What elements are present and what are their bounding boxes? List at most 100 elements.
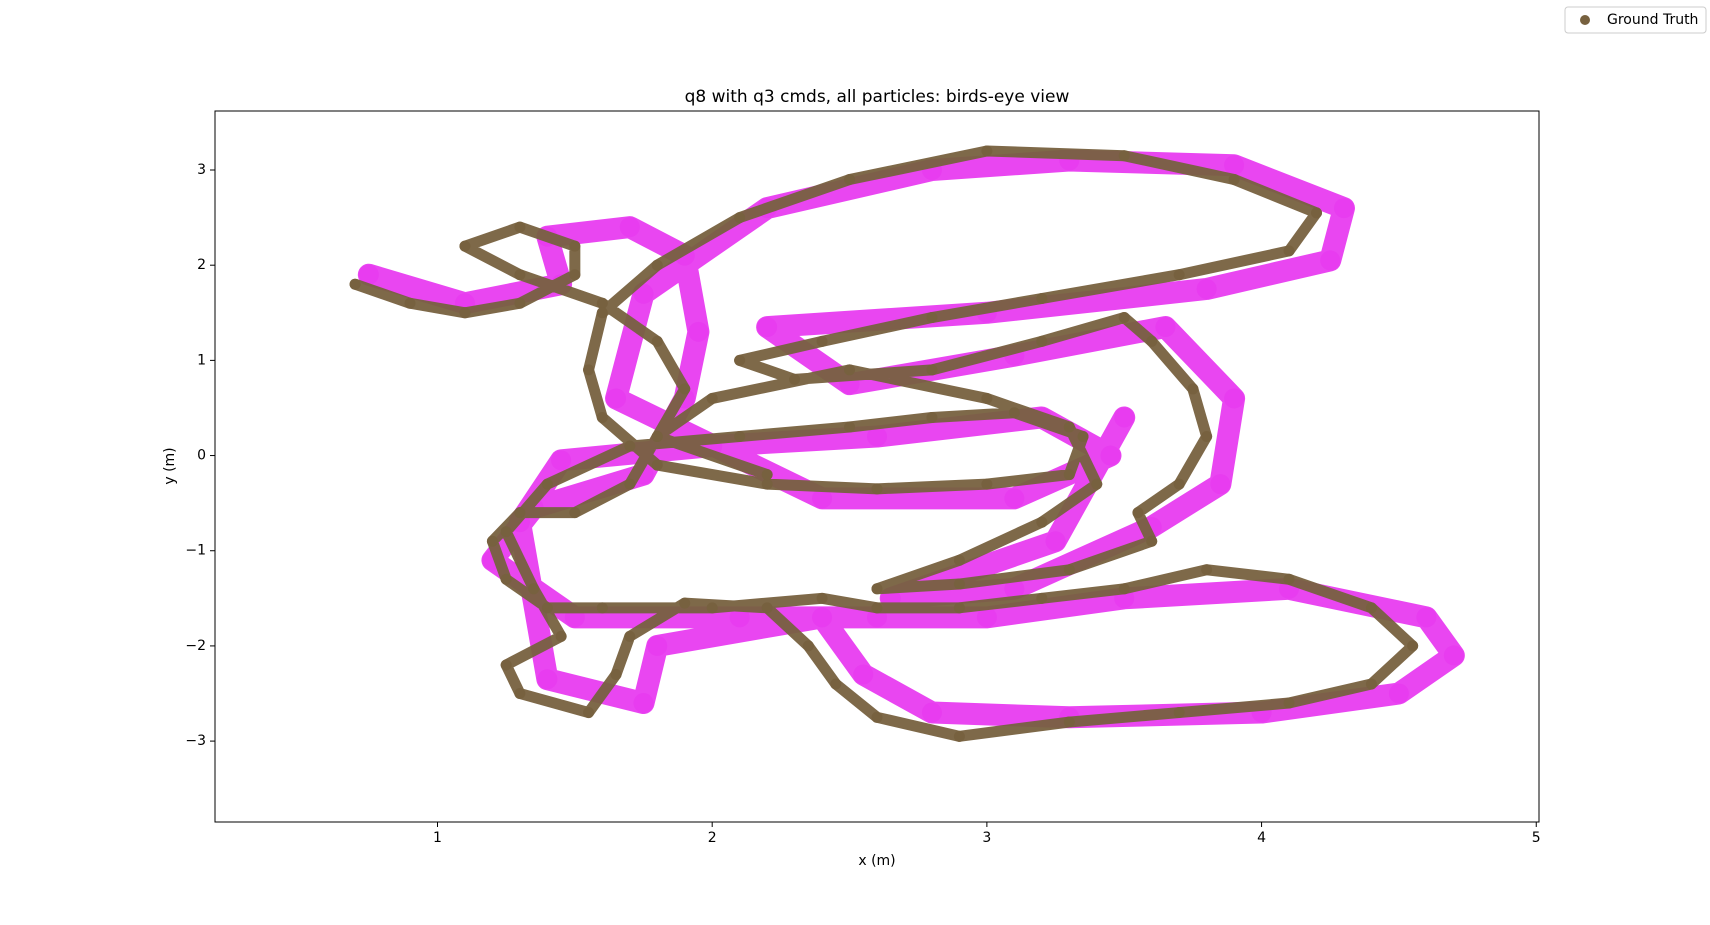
truth-point xyxy=(679,383,691,395)
truth-point xyxy=(583,364,595,376)
truth-point xyxy=(1283,697,1295,709)
x-tick-label: 4 xyxy=(1257,830,1266,846)
truth-point xyxy=(679,597,691,609)
y-tick-label: 1 xyxy=(197,352,206,368)
legend: Ground Truth xyxy=(1564,6,1707,34)
truth-point xyxy=(459,307,471,319)
truth-point xyxy=(459,240,471,252)
truth-point xyxy=(349,278,361,290)
truth-point xyxy=(1063,421,1075,433)
truth-point xyxy=(1008,407,1020,419)
particle-point xyxy=(633,283,654,304)
truth-point xyxy=(844,364,856,376)
truth-point xyxy=(569,507,581,519)
particle-point xyxy=(853,664,874,685)
truth-point xyxy=(844,421,856,433)
truth-point xyxy=(1407,640,1419,652)
truth-point xyxy=(953,578,965,590)
particle-point xyxy=(1388,683,1409,704)
truth-point xyxy=(734,212,746,224)
truth-point xyxy=(871,711,883,723)
truth-point xyxy=(651,459,663,471)
truth-point xyxy=(1228,174,1240,186)
truth-point xyxy=(1036,592,1048,604)
truth-point xyxy=(1283,573,1295,585)
truth-point xyxy=(583,707,595,719)
truth-point xyxy=(1063,469,1075,481)
particle-point xyxy=(1155,317,1176,338)
particle-point xyxy=(1320,250,1341,271)
particle-point xyxy=(1196,278,1217,299)
truth-point xyxy=(871,483,883,495)
truth-point xyxy=(500,659,512,671)
truth-point xyxy=(816,335,828,347)
particle-point xyxy=(551,450,572,471)
y-axis-label: y (m) xyxy=(162,447,178,484)
particle-point xyxy=(633,693,654,714)
truth-point xyxy=(953,554,965,566)
legend-label: Ground Truth xyxy=(1607,12,1698,28)
truth-point xyxy=(1311,207,1323,219)
truth-point xyxy=(500,573,512,585)
truth-point xyxy=(926,312,938,324)
x-axis-label: x (m) xyxy=(858,853,895,869)
truth-point xyxy=(1132,507,1144,519)
y-tick-label: −2 xyxy=(185,638,206,654)
truth-point xyxy=(569,240,581,252)
truth-point xyxy=(1063,564,1075,576)
truth-point xyxy=(528,583,540,595)
y-tick-label: −1 xyxy=(185,543,206,559)
legend-marker xyxy=(1580,15,1590,25)
truth-point xyxy=(844,174,856,186)
truth-point xyxy=(1091,478,1103,490)
particle-point xyxy=(1045,531,1066,552)
particle-point xyxy=(1443,645,1464,666)
truth-point xyxy=(953,730,965,742)
truth-point xyxy=(404,297,416,309)
particle-point xyxy=(1333,198,1354,219)
truth-point xyxy=(514,297,526,309)
truth-point xyxy=(651,335,663,347)
particle-point xyxy=(647,635,668,656)
truth-point xyxy=(596,307,608,319)
truth-point xyxy=(486,535,498,547)
truth-point xyxy=(1036,293,1048,305)
axes-frame xyxy=(214,110,1540,823)
truth-point xyxy=(514,221,526,233)
truth-point xyxy=(624,630,636,642)
truth-point xyxy=(981,478,993,490)
truth-point xyxy=(981,392,993,404)
y-tick-label: 0 xyxy=(197,448,206,464)
particle-point xyxy=(537,669,558,690)
particle-point xyxy=(1224,388,1245,409)
truth-point xyxy=(596,602,608,614)
truth-point xyxy=(514,269,526,281)
x-tick-label: 2 xyxy=(708,830,717,846)
truth-point xyxy=(1036,335,1048,347)
truth-point xyxy=(1146,535,1158,547)
truth-point xyxy=(1036,516,1048,528)
truth-point xyxy=(761,469,773,481)
truth-point xyxy=(1118,583,1130,595)
truth-point xyxy=(926,411,938,423)
particle-point xyxy=(1224,155,1245,176)
trajectory xyxy=(349,145,1419,742)
truth-point xyxy=(1365,602,1377,614)
truth-point xyxy=(1201,564,1213,576)
truth-point xyxy=(734,354,746,366)
truth-point xyxy=(1118,312,1130,324)
truth-point xyxy=(610,668,622,680)
truth-point xyxy=(802,640,814,652)
truth-point xyxy=(624,478,636,490)
truth-point xyxy=(1173,478,1185,490)
particle-point xyxy=(867,426,887,447)
truth-point xyxy=(706,602,718,614)
truth-point xyxy=(871,583,883,595)
truth-point xyxy=(871,602,883,614)
particle-point xyxy=(1004,578,1025,599)
chart-title: q8 with q3 cmds, all particles: birds-ey… xyxy=(685,87,1070,107)
particle-point xyxy=(976,607,997,628)
truth-point xyxy=(1077,431,1089,443)
plot-area xyxy=(349,145,1465,742)
